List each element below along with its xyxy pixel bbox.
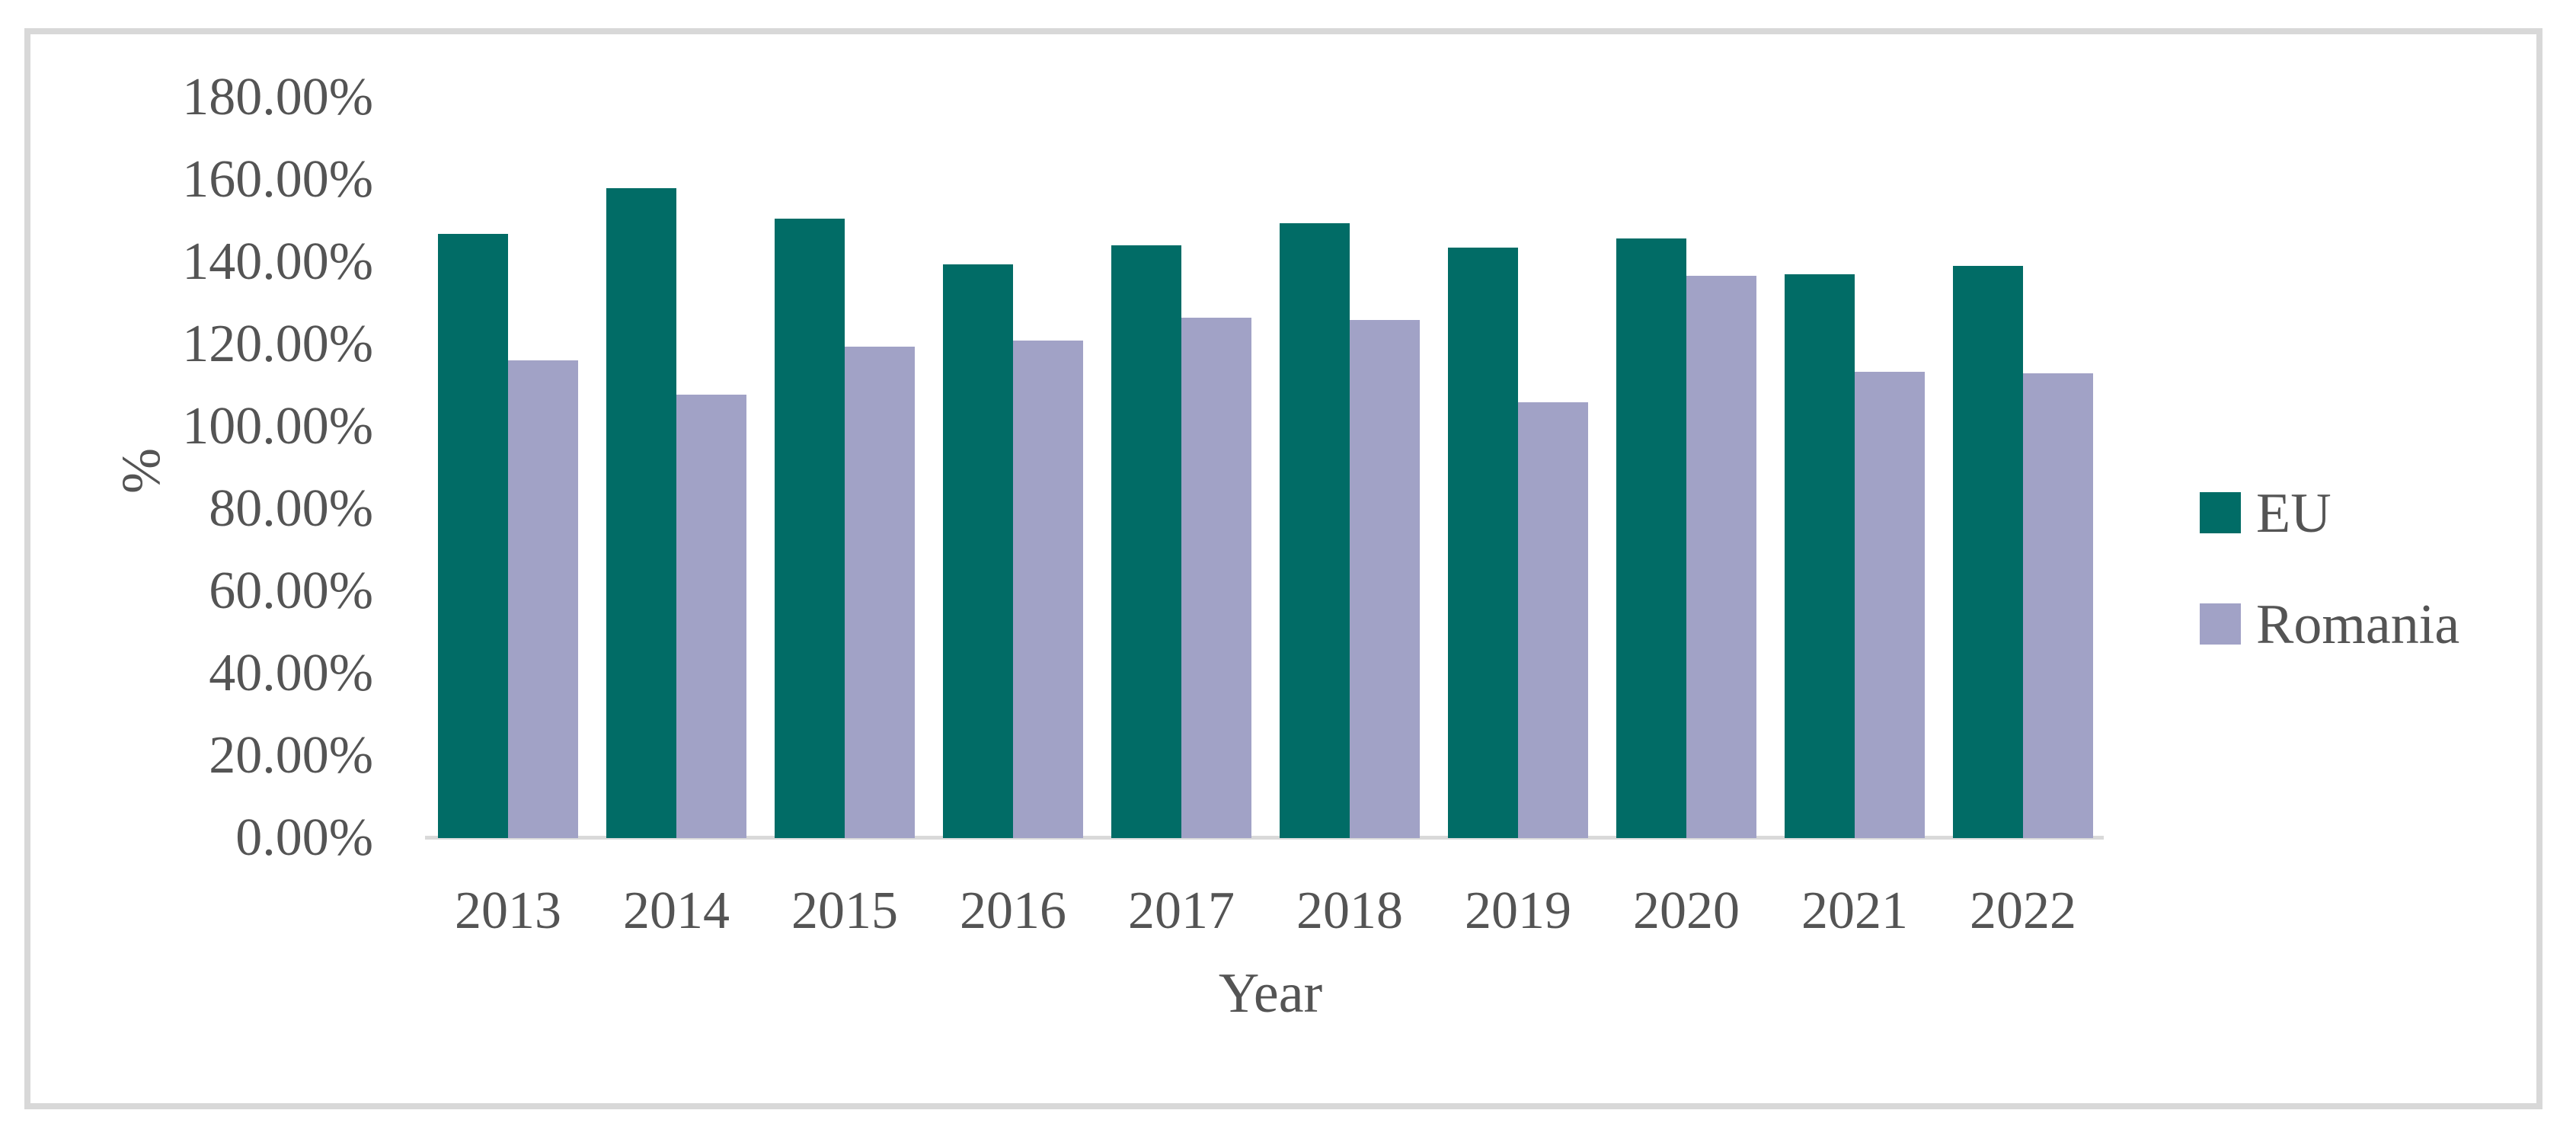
bar-eu-2021 (1785, 274, 1855, 838)
y-tick-label-60: 60.00% (209, 562, 373, 620)
bar-romania-2022 (2023, 373, 2093, 838)
bar-eu-2014 (606, 187, 676, 838)
bar-eu-2020 (1616, 238, 1686, 838)
y-tick-label-100: 100.00% (182, 397, 373, 456)
bar-eu-2019 (1448, 248, 1518, 838)
bar-eu-2018 (1280, 223, 1350, 838)
bar-eu-2015 (775, 218, 845, 838)
x-tick-label-2017: 2017 (1128, 881, 1235, 940)
bar-romania-2020 (1686, 275, 1756, 838)
x-axis-line (425, 836, 2104, 840)
y-tick-label-180: 180.00% (182, 68, 373, 126)
x-tick-label-2018: 2018 (1296, 881, 1403, 940)
y-tick-label-120: 120.00% (182, 315, 373, 373)
bar-romania-2013 (508, 360, 578, 838)
bar-romania-2021 (1855, 372, 1925, 838)
bar-romania-2015 (845, 347, 915, 838)
x-axis-title: Year (1218, 962, 1323, 1025)
bar-romania-2016 (1013, 340, 1083, 838)
legend-label-romania: Romania (2256, 593, 2460, 656)
x-tick-label-2020: 2020 (1633, 881, 1740, 940)
y-tick-label-20: 20.00% (209, 726, 373, 785)
x-tick-label-2014: 2014 (623, 881, 730, 940)
legend-swatch-eu-icon (2200, 492, 2241, 533)
x-tick-label-2015: 2015 (791, 881, 898, 940)
bar-romania-2017 (1181, 317, 1251, 838)
y-tick-label-140: 140.00% (182, 232, 373, 291)
bar-eu-2013 (438, 233, 508, 838)
bar-romania-2019 (1518, 402, 1588, 838)
x-tick-label-2019: 2019 (1465, 881, 1571, 940)
bar-romania-2014 (676, 394, 746, 838)
x-tick-label-2022: 2022 (1970, 881, 2076, 940)
bar-romania-2018 (1350, 320, 1420, 838)
y-tick-label-80: 80.00% (209, 479, 373, 538)
y-tick-label-160: 160.00% (182, 150, 373, 209)
y-tick-label-40: 40.00% (209, 644, 373, 702)
x-tick-label-2016: 2016 (960, 881, 1066, 940)
legend-swatch-romania-icon (2200, 603, 2241, 645)
bar-eu-2022 (1953, 265, 2023, 838)
bar-eu-2016 (943, 264, 1013, 838)
x-tick-label-2021: 2021 (1801, 881, 1908, 940)
y-tick-label-0: 0.00% (235, 808, 373, 867)
legend-label-eu: EU (2256, 482, 2332, 545)
bar-eu-2017 (1111, 245, 1181, 838)
x-tick-label-2013: 2013 (455, 881, 561, 940)
